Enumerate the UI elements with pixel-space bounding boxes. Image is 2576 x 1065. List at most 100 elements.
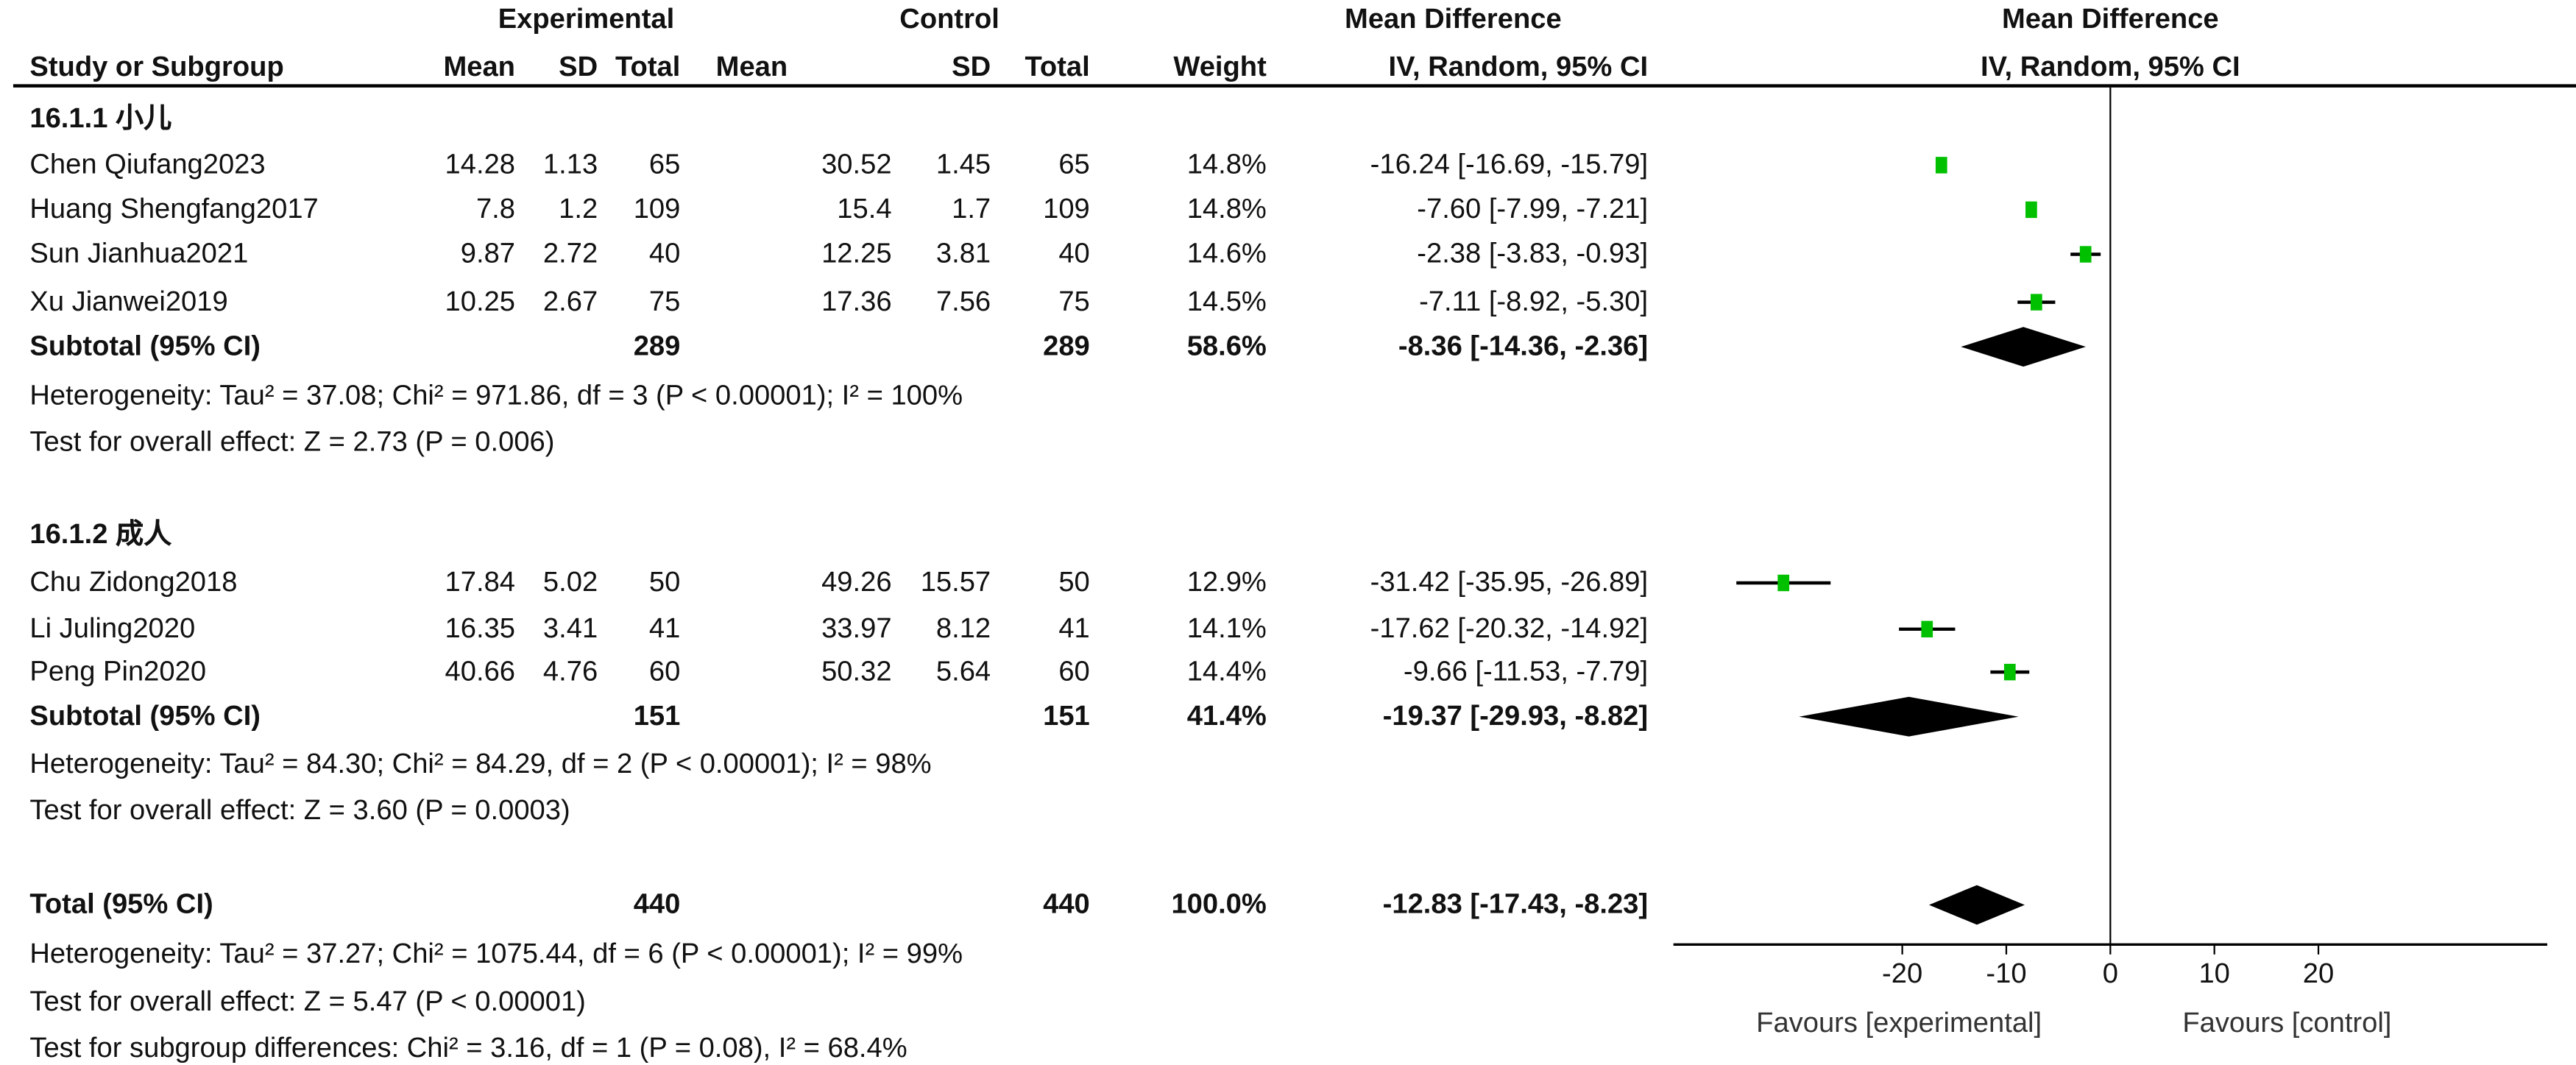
header-study: Study or Subgroup [29, 51, 284, 83]
cell-c-sd: 5.64 [935, 655, 991, 687]
cell-c-sd: 7.56 [935, 286, 991, 317]
cell-e-sd: 2.67 [542, 286, 598, 317]
cell-c-mean: 12.25 [821, 238, 892, 269]
cell-c-total: 75 [1058, 286, 1090, 317]
cell-e-sd: 2.72 [542, 238, 598, 269]
cell-e-mean: 7.8 [475, 193, 516, 225]
header-control: Control [899, 3, 999, 35]
study-name: Huang Shengfang2017 [29, 193, 319, 225]
header-plot-sub: IV, Random, 95% CI [1981, 51, 2240, 83]
cell-c-mean: 15.4 [837, 193, 892, 225]
effect-square [1777, 574, 1790, 592]
effect-square [2030, 294, 2042, 311]
cell-c-sd: 1.45 [935, 148, 991, 180]
subgroup-title: 16.1.2 成人 [29, 518, 172, 551]
cell-c-sd: 8.12 [935, 612, 991, 645]
effect-square [1935, 157, 1947, 174]
effect-square [2003, 663, 2016, 681]
cell-weight: 14.8% [1186, 193, 1267, 225]
favours-right-label: Favours [control] [2182, 1007, 2392, 1039]
cell-c-mean: 49.26 [821, 566, 892, 598]
cell-weight: 12.9% [1186, 566, 1267, 598]
cell-e-mean: 10.25 [445, 286, 516, 317]
cell-c-mean: 30.52 [821, 148, 892, 180]
cell-e-total: 109 [633, 193, 681, 225]
subgroup-title: 16.1.1 小儿 [29, 102, 172, 134]
cell-c-total: 40 [1058, 238, 1090, 269]
cell-ci-text: -31.42 [-35.95, -26.89] [1370, 566, 1649, 598]
cell-e-mean: 17.84 [445, 566, 516, 598]
effect-square [2025, 201, 2037, 219]
cell-ci-text: -17.62 [-20.32, -14.92] [1370, 612, 1649, 645]
header-md-title: Mean Difference [1345, 3, 1562, 35]
total-heterogeneity-text: Heterogeneity: Tau² = 37.27; Chi² = 1075… [29, 938, 963, 969]
cell-c-mean: 33.97 [821, 612, 892, 645]
cell-c-total: 65 [1058, 148, 1090, 180]
cell-e-sd: 1.13 [542, 148, 598, 180]
header-md-sub: IV, Random, 95% CI [1388, 51, 1649, 83]
cell-c-sd: 1.7 [952, 193, 991, 225]
cell-e-sd: 5.02 [542, 566, 598, 598]
cell-weight: 100.0% [1171, 888, 1267, 920]
x-tick-label: -20 [1882, 958, 1923, 989]
cell-c-total: 60 [1058, 655, 1090, 687]
study-name: Li Juling2020 [29, 612, 196, 645]
cell-e-total: 60 [648, 655, 681, 687]
cell-ci-text: -7.11 [-8.92, -5.30] [1419, 286, 1649, 317]
cell-weight: 14.1% [1186, 612, 1267, 645]
cell-c-sd: 15.57 [920, 566, 991, 598]
favours-left-label: Favours [experimental] [1756, 1007, 2042, 1039]
cell-ci-text: -2.38 [-3.83, -0.93] [1417, 238, 1649, 269]
cell-c-total: 151 [1043, 700, 1090, 732]
cell-c-mean: 50.32 [821, 655, 892, 687]
cell-weight: 14.6% [1186, 238, 1267, 269]
cell-c-total: 50 [1058, 566, 1090, 598]
header-e-total: Total [615, 51, 681, 83]
cell-e-sd: 1.2 [559, 193, 598, 225]
heterogeneity-text: Heterogeneity: Tau² = 37.08; Chi² = 971.… [29, 380, 963, 411]
cell-ci-text: -8.36 [-14.36, -2.36] [1398, 330, 1649, 362]
cell-ci-text: -9.66 [-11.53, -7.79] [1403, 655, 1649, 687]
cell-c-total: 440 [1043, 888, 1090, 920]
header-c-mean: Mean [715, 51, 788, 83]
cell-e-total: 50 [648, 566, 681, 598]
cell-e-total: 289 [633, 330, 681, 362]
study-name: Chen Qiufang2023 [29, 148, 266, 180]
cell-c-mean: 17.36 [821, 286, 892, 317]
header-c-total: Total [1025, 51, 1090, 83]
cell-ci-text: -7.60 [-7.99, -7.21] [1417, 193, 1649, 225]
overall-effect-text: Test for overall effect: Z = 3.60 (P = 0… [29, 794, 570, 826]
cell-c-sd: 3.81 [935, 238, 991, 269]
header-e-sd: SD [559, 51, 598, 83]
cell-e-mean: 40.66 [445, 655, 516, 687]
cell-e-sd: 4.76 [542, 655, 598, 687]
subgroup-differences-text: Test for subgroup differences: Chi² = 3.… [29, 1032, 907, 1064]
cell-e-total: 75 [648, 286, 681, 317]
cell-e-total: 41 [648, 612, 681, 645]
header-plot-title: Mean Difference [2001, 3, 2219, 35]
cell-weight: 14.8% [1186, 148, 1267, 180]
cell-e-total: 440 [633, 888, 681, 920]
cell-e-mean: 16.35 [445, 612, 516, 645]
total-label: Total (95% CI) [29, 888, 213, 920]
pooled-diamond [1928, 885, 2025, 925]
header-experimental: Experimental [498, 3, 675, 35]
pooled-diamond [1799, 696, 2019, 737]
cell-e-mean: 9.87 [460, 238, 516, 269]
x-tick-label: 20 [2302, 958, 2335, 989]
header-c-sd: SD [952, 51, 991, 83]
cell-e-sd: 3.41 [542, 612, 598, 645]
cell-c-total: 289 [1043, 330, 1090, 362]
total-overall-effect-text: Test for overall effect: Z = 5.47 (P < 0… [29, 986, 586, 1018]
header-e-mean: Mean [443, 51, 516, 83]
cell-e-total: 40 [648, 238, 681, 269]
x-tick-label: 10 [2198, 958, 2230, 989]
cell-c-total: 109 [1043, 193, 1090, 225]
cell-ci-text: -19.37 [-29.93, -8.82] [1382, 700, 1649, 732]
overall-effect-text: Test for overall effect: Z = 2.73 (P = 0… [29, 425, 555, 458]
effect-square [2079, 246, 2092, 263]
cell-c-total: 41 [1058, 612, 1090, 645]
cell-e-total: 151 [633, 700, 681, 732]
